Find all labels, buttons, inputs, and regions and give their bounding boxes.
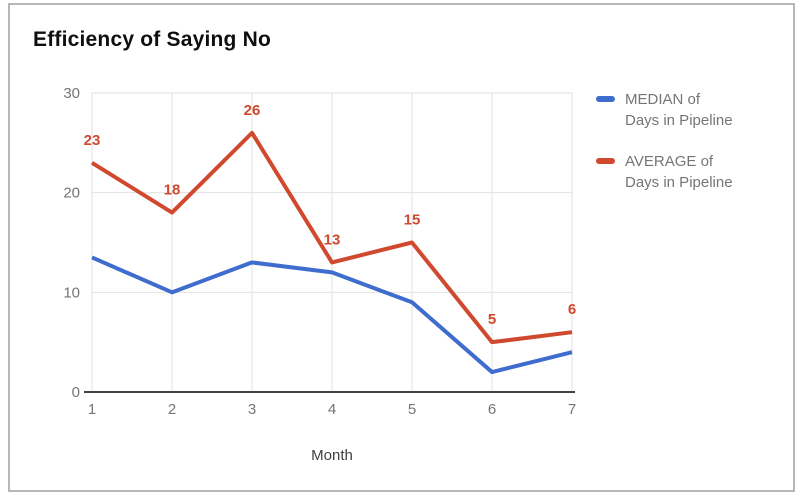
x-axis-tick-label: 4 (328, 401, 336, 418)
data-point-label: 5 (488, 311, 496, 328)
average-series-line (90, 130, 573, 345)
legend-label-median: MEDIAN of Days in Pipeline (625, 91, 733, 129)
data-point-label: 18 (164, 182, 181, 199)
average-series-swatch-icon (596, 158, 615, 164)
data-point-label: 6 (568, 301, 576, 318)
x-axis-title: Month (311, 447, 353, 464)
data-point-label: 23 (84, 132, 101, 149)
legend-item-median: MEDIAN of Days in Pipeline (596, 89, 737, 131)
median-series-swatch-icon (596, 96, 615, 102)
chart-title: Efficiency of Saying No (33, 28, 271, 51)
x-axis-tick-label: 5 (408, 401, 416, 418)
x-axis-tick-label: 3 (248, 401, 256, 418)
y-axis-tick-label: 0 (72, 384, 80, 401)
legend-item-average: AVERAGE of Days in Pipeline (596, 151, 737, 193)
median-series-line (91, 255, 573, 375)
legend: MEDIAN of Days in Pipeline AVERAGE of Da… (596, 89, 737, 193)
legend-label-average: AVERAGE of Days in Pipeline (625, 153, 733, 191)
y-axis-tick-label: 10 (63, 284, 80, 301)
x-axis-tick-label: 7 (568, 401, 576, 418)
y-axis-tick-label: 30 (63, 85, 80, 102)
x-axis-tick-label: 1 (88, 401, 96, 418)
x-axis-tick-label: 6 (488, 401, 496, 418)
data-point-label: 13 (324, 231, 341, 248)
data-point-label: 26 (244, 102, 261, 119)
y-axis-tick-label: 20 (63, 185, 80, 202)
x-axis-tick-label: 2 (168, 401, 176, 418)
chart-frame[interactable] (8, 3, 795, 492)
data-point-label: 15 (404, 212, 421, 229)
